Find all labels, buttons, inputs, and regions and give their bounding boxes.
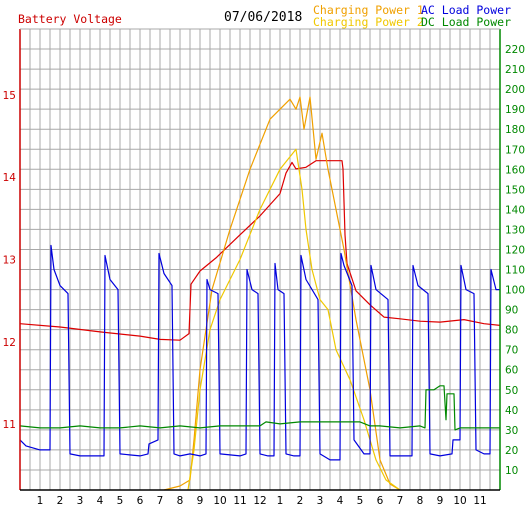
x-tick-label: 9 xyxy=(197,495,204,507)
y-right-tick-label: 40 xyxy=(505,405,518,417)
y-right-tick-label: 210 xyxy=(505,64,525,76)
x-tick-label: 1 xyxy=(277,495,284,507)
x-tick-label: 4 xyxy=(337,495,344,507)
y-right-tick-label: 60 xyxy=(505,365,518,377)
y-left-tick-label: 14 xyxy=(3,172,17,184)
tick-labels: 1 2 3 4 5 6 7 8 9 10 11 12 1 2 3 4 5 6 7 8 9 10 11111213141510… xyxy=(3,44,525,507)
x-tick-label: 6 xyxy=(377,495,384,507)
x-tick-label: 12 xyxy=(253,495,266,507)
series-line-ac-load-power xyxy=(19,244,500,461)
series-line-charging-power-1 xyxy=(163,96,401,491)
series-layer xyxy=(19,96,501,491)
y-right-tick-label: 170 xyxy=(505,144,525,156)
y-left-tick-label: 12 xyxy=(3,337,16,349)
y-right-tick-label: 220 xyxy=(505,44,525,56)
y-right-tick-label: 100 xyxy=(505,285,525,297)
y-right-tick-label: 130 xyxy=(505,224,525,236)
y-right-tick-label: 150 xyxy=(505,184,525,196)
battery-voltage-label: Battery Voltage xyxy=(18,12,122,26)
series-line-charging-power-2 xyxy=(187,148,401,491)
x-tick-label: 2 xyxy=(57,495,64,507)
x-tick-label: 6 xyxy=(137,495,144,507)
legend-charging-power-1: Charging Power 1 xyxy=(313,3,424,17)
x-tick-label: 1 xyxy=(37,495,44,507)
x-tick-label: 2 xyxy=(297,495,304,507)
y-left-tick-label: 13 xyxy=(3,255,16,267)
y-right-tick-label: 70 xyxy=(505,345,518,357)
y-right-tick-label: 180 xyxy=(505,124,525,136)
y-right-tick-label: 90 xyxy=(505,305,518,317)
x-tick-label: 8 xyxy=(177,495,184,507)
y-right-tick-label: 140 xyxy=(505,204,525,216)
legend-dc-load-power: DC Load Power xyxy=(421,15,512,29)
y-left-tick-label: 15 xyxy=(3,90,16,102)
y-right-tick-label: 120 xyxy=(505,244,525,256)
x-tick-label: 7 xyxy=(157,495,164,507)
plot-frame xyxy=(19,28,501,491)
y-right-tick-label: 160 xyxy=(505,164,525,176)
x-tick-label: 8 xyxy=(417,495,424,507)
x-tick-label: 4 xyxy=(97,495,104,507)
series-line-battery-voltage xyxy=(19,160,501,341)
x-tick-label: 11 xyxy=(233,495,246,507)
y-left-tick-label: 11 xyxy=(3,419,16,431)
x-tick-label: 5 xyxy=(117,495,124,507)
x-tick-label: 3 xyxy=(317,495,324,507)
legend-ac-load-power: AC Load Power xyxy=(421,3,512,17)
y-right-tick-label: 50 xyxy=(505,385,518,397)
x-tick-label: 5 xyxy=(357,495,364,507)
y-right-tick-label: 190 xyxy=(505,104,525,116)
y-right-tick-label: 200 xyxy=(505,84,525,96)
x-tick-label: 7 xyxy=(397,495,404,507)
x-tick-label: 9 xyxy=(437,495,444,507)
legend-charging-power-2: Charging Power 2 xyxy=(313,15,424,29)
y-right-tick-label: 110 xyxy=(505,265,525,277)
y-right-tick-label: 10 xyxy=(505,465,518,477)
chart-date: 07/06/2018 xyxy=(224,10,303,25)
x-tick-label: 3 xyxy=(77,495,84,507)
y-right-tick-label: 20 xyxy=(505,445,518,457)
x-tick-label: 11 xyxy=(473,495,486,507)
series-line-dc-load-power xyxy=(19,385,500,431)
x-tick-label: 10 xyxy=(453,495,466,507)
y-right-tick-label: 30 xyxy=(505,425,518,437)
y-right-tick-label: 80 xyxy=(505,325,518,337)
x-tick-label: 10 xyxy=(213,495,226,507)
